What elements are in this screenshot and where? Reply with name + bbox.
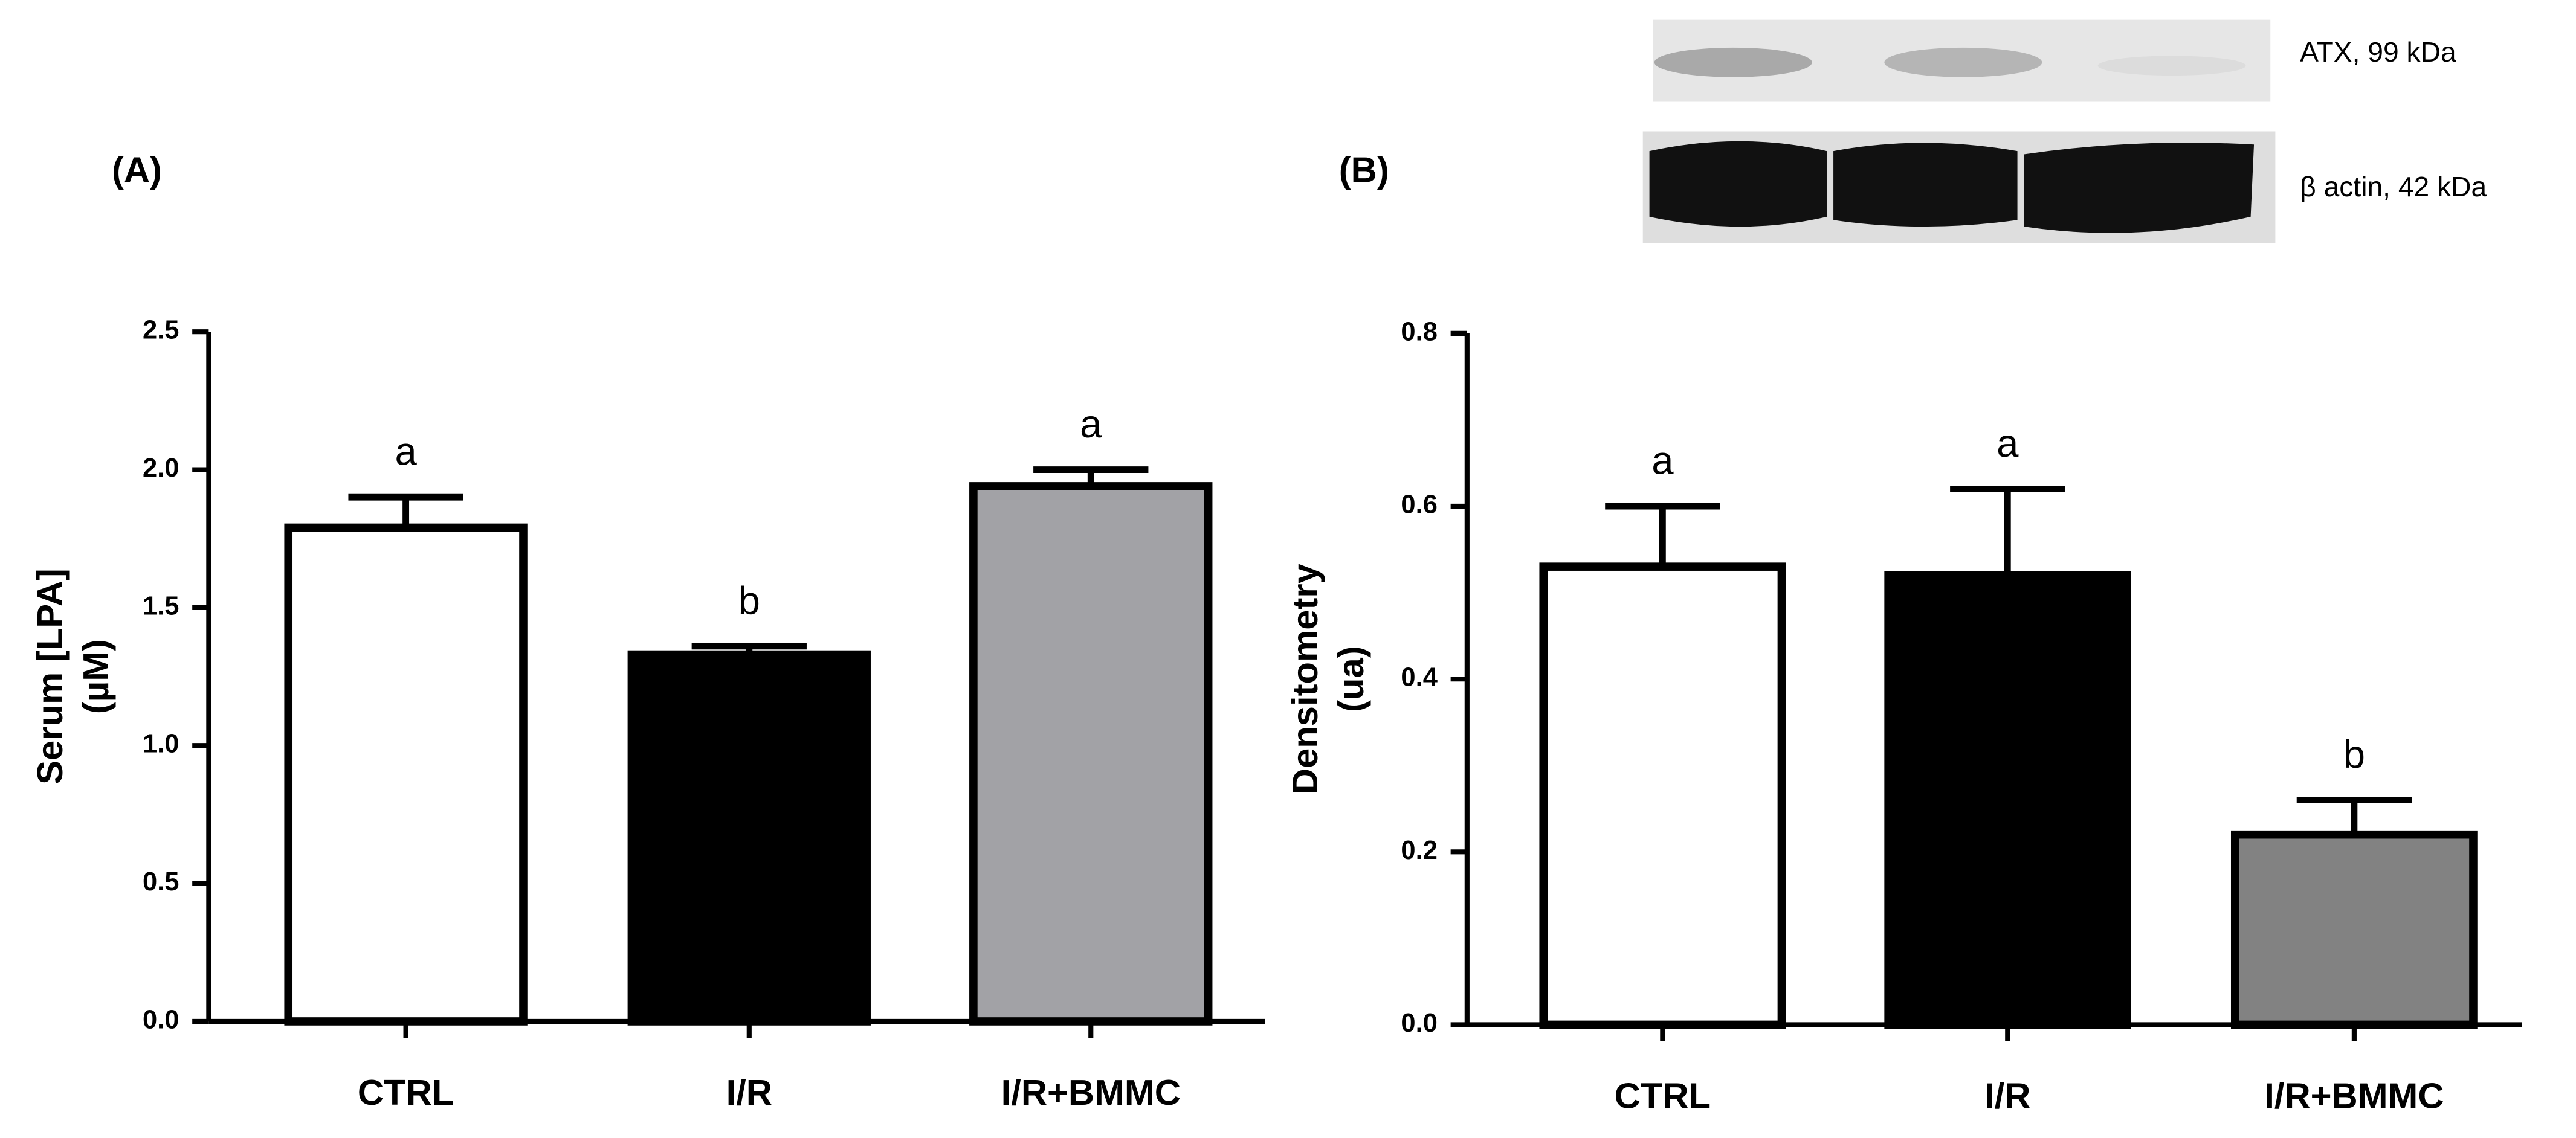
bar [284, 523, 528, 1026]
panel-label: (B) [1339, 149, 1389, 190]
blot-band [1884, 47, 2042, 77]
bar [1539, 562, 1786, 1029]
y-tick-label: 0.0 [143, 1005, 179, 1034]
bar [627, 650, 871, 1026]
blot-label: ATX, 99 kDa [2300, 36, 2456, 68]
panel-label: (A) [112, 149, 162, 190]
y-tick-label: 1.0 [143, 730, 179, 759]
blot-band [2097, 56, 2246, 76]
y-tick-label: 0.6 [1401, 490, 1437, 519]
x-tick-label: CTRL [1615, 1076, 1711, 1116]
x-tick-label: I/R+BMMC [1001, 1072, 1181, 1113]
y-axis-label: (µM) [76, 639, 116, 714]
y-axis-label: Densitometry [1285, 564, 1325, 794]
blot-band [2024, 143, 2255, 233]
significance-letter: a [1080, 402, 1102, 446]
bar [969, 482, 1213, 1026]
y-tick-label: 0.0 [1401, 1009, 1437, 1038]
significance-letter: a [1651, 439, 1674, 483]
x-tick-label: CTRL [358, 1072, 454, 1113]
y-tick-label: 2.0 [143, 454, 179, 483]
blot-label: β actin, 42 kDa [2300, 171, 2487, 202]
significance-letter: a [395, 429, 417, 474]
y-tick-label: 0.5 [143, 867, 179, 896]
y-tick-label: 0.8 [1401, 317, 1437, 346]
y-tick-label: 2.5 [143, 316, 179, 345]
y-tick-label: 0.4 [1401, 663, 1437, 692]
y-tick-label: 0.2 [1401, 836, 1437, 865]
significance-letter: b [738, 578, 760, 622]
x-tick-label: I/R [1984, 1076, 2030, 1116]
bar [1884, 571, 2131, 1029]
y-axis-label: Serum [LPA] [30, 568, 70, 785]
x-tick-label: I/R [726, 1072, 772, 1113]
bar [2230, 830, 2478, 1029]
significance-letter: a [1997, 421, 2019, 465]
y-tick-label: 1.5 [143, 591, 179, 620]
blot-band [1654, 47, 1812, 77]
blot-band [1649, 141, 1827, 227]
x-tick-label: I/R+BMMC [2264, 1076, 2444, 1116]
western-blot [1642, 19, 2276, 243]
y-axis-label: (ua) [1331, 646, 1371, 712]
significance-letter: b [2343, 732, 2365, 776]
blot-band [1833, 143, 2018, 227]
